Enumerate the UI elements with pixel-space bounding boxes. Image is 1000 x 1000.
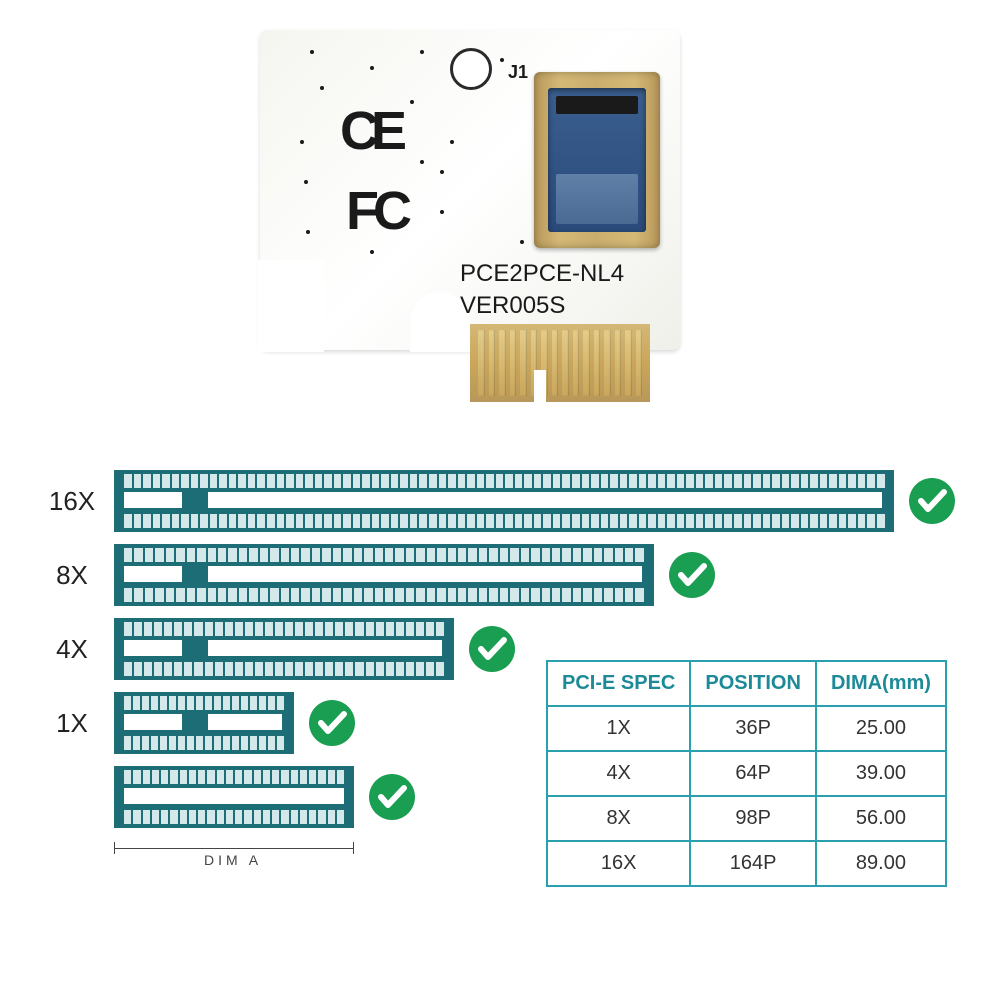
table-cell: 8X [547, 796, 690, 841]
slot-label: 4X [30, 634, 114, 665]
table-cell: 89.00 [816, 841, 946, 886]
model-text: PCE2PCE-NL4 [460, 260, 624, 288]
usb-port [534, 72, 660, 248]
check-icon [468, 625, 516, 673]
version-text: VER005S [460, 292, 565, 320]
slot-label: 1X [30, 708, 114, 739]
fc-mark: FC [346, 180, 406, 242]
ce-mark: CE [340, 100, 399, 162]
table-cell: 16X [547, 841, 690, 886]
check-icon [368, 773, 416, 821]
pcie-slot [114, 692, 294, 754]
pcie-slot [114, 766, 354, 828]
check-icon [308, 699, 356, 747]
table-row: 1X36P25.00 [547, 706, 946, 751]
spec-table: PCI-E SPEC POSITION DIMA(mm) 1X36P25.004… [546, 660, 947, 887]
pcie-slot [114, 470, 894, 532]
table-cell: 164P [690, 841, 816, 886]
table-cell: 4X [547, 751, 690, 796]
slot-row: 8X [30, 544, 970, 606]
product-photo: CE FC J1 PCE2PCE-NL4 VER005S [260, 30, 680, 430]
table-header: PCI-E SPEC [547, 661, 690, 706]
table-header: POSITION [690, 661, 816, 706]
usb-inner [548, 88, 646, 232]
dimension-line: DIM A [114, 840, 354, 870]
pcie-connector [470, 324, 650, 402]
check-icon [908, 477, 956, 525]
slot-label: 8X [30, 560, 114, 591]
table-cell: 1X [547, 706, 690, 751]
j1-label: J1 [508, 62, 528, 83]
pcie-slot [114, 618, 454, 680]
table-cell: 64P [690, 751, 816, 796]
table-cell: 56.00 [816, 796, 946, 841]
pcb-board: CE FC J1 PCE2PCE-NL4 VER005S [260, 30, 680, 350]
slot-row: 16X [30, 470, 970, 532]
pcb-notch [258, 260, 324, 352]
table-cell: 39.00 [816, 751, 946, 796]
dim-label: DIM A [204, 852, 262, 868]
table-row: 8X98P56.00 [547, 796, 946, 841]
table-row: 4X64P39.00 [547, 751, 946, 796]
slot-label: 16X [30, 486, 114, 517]
check-icon [668, 551, 716, 599]
table-cell: 98P [690, 796, 816, 841]
table-row: 16X164P89.00 [547, 841, 946, 886]
table-header: DIMA(mm) [816, 661, 946, 706]
table-cell: 36P [690, 706, 816, 751]
pcie-slot [114, 544, 654, 606]
mounting-hole [450, 48, 492, 90]
table-cell: 25.00 [816, 706, 946, 751]
